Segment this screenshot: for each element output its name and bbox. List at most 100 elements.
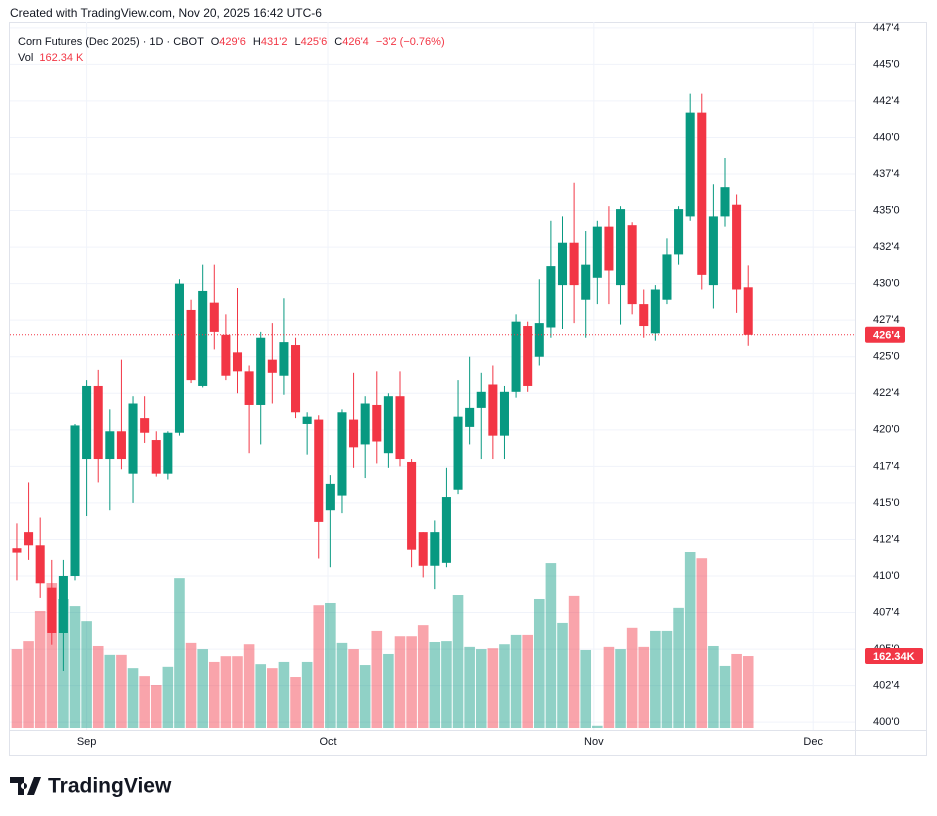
candle-body (557, 242, 568, 286)
candle-body (383, 396, 393, 454)
volume-bar (708, 645, 719, 728)
volume-bar (220, 656, 232, 728)
candle-body (337, 412, 347, 496)
volume-bar (626, 627, 638, 728)
volume-bar (742, 656, 754, 728)
volume-bar (545, 563, 557, 728)
volume-bar (557, 622, 568, 728)
volume-bar (46, 583, 58, 728)
candle-body (476, 391, 486, 408)
legend-change: −3'2 (−0.76%) (376, 36, 445, 48)
candle-body (523, 326, 533, 386)
x-tick-label: Dec (803, 736, 823, 748)
volume-bar (383, 653, 394, 728)
candle-body (732, 204, 742, 290)
volume-bar (719, 665, 731, 728)
candle-body (244, 371, 254, 405)
candle-body (662, 254, 672, 300)
candle-body (372, 404, 382, 442)
volume-bar (371, 630, 383, 728)
candle-body (430, 532, 440, 566)
legend-value: 431'2 (261, 36, 288, 48)
legend-key: C (334, 36, 342, 48)
brand-name: TradingView (48, 775, 172, 798)
candle-body (93, 385, 103, 460)
candle-body (174, 283, 184, 433)
candle-body (267, 359, 277, 373)
candle-body (116, 431, 126, 460)
x-tick-label: Nov (584, 736, 604, 748)
candle-body (151, 440, 161, 474)
y-tick-label: 422'4 (873, 387, 900, 399)
grid (10, 22, 855, 730)
volume-bar (23, 641, 34, 728)
volume-bar (278, 661, 290, 728)
y-tick-label: 402'4 (873, 680, 900, 692)
volume-bar (429, 641, 441, 728)
volume-legend-name: Vol (18, 52, 33, 64)
volume-bar (150, 684, 162, 728)
volume-bar (499, 644, 510, 728)
volume-bar (406, 636, 417, 728)
legend-key: H (253, 36, 261, 48)
volume-bar (464, 646, 475, 728)
volume-bar (731, 653, 742, 728)
y-tick-label: 445'0 (873, 58, 900, 70)
volume-bar (348, 649, 359, 728)
candle-body (650, 289, 660, 334)
candle-body (291, 345, 301, 413)
volume-bar (452, 595, 464, 728)
volume-bar (441, 641, 452, 728)
candle-body (511, 321, 521, 392)
candle-body (209, 302, 219, 332)
candle-body (616, 209, 626, 286)
y-tick-label: 407'4 (873, 606, 900, 618)
legend-value: 425'6 (301, 36, 328, 48)
candle-body (128, 403, 138, 474)
brand-logo: TradingView (10, 775, 172, 798)
candle-body (697, 112, 707, 275)
candle-body (360, 403, 370, 445)
candle-body (35, 545, 45, 584)
volume-bar (11, 649, 23, 728)
volume-bar (533, 598, 545, 728)
volume-bar (650, 630, 661, 728)
volume-bar (522, 634, 533, 728)
candle-body (604, 226, 614, 271)
y-tick-label: 432'4 (873, 241, 900, 253)
candle-body (198, 290, 208, 386)
volume-bar (592, 725, 603, 728)
candle-body (82, 385, 92, 460)
volume-bar (510, 634, 522, 728)
volume-bar (208, 661, 220, 728)
candle-body (325, 483, 335, 511)
candle-body (592, 226, 602, 278)
candle-body (534, 323, 544, 357)
volume-bar (394, 636, 406, 728)
candle-body (685, 112, 695, 217)
y-tick-label: 430'0 (873, 278, 900, 290)
volume-bar (487, 648, 499, 728)
volume-bar (185, 642, 197, 728)
legend-line: Corn Futures (Dec 2025) · 1D · CBOT O429… (18, 36, 445, 48)
candle-body (279, 342, 289, 376)
volume-bar (696, 558, 708, 728)
legend-key: O (211, 36, 220, 48)
chart-frame (9, 22, 927, 756)
volume-bar (127, 668, 139, 728)
y-tick-label: 442'4 (873, 95, 900, 107)
y-tick-label: 427'4 (873, 314, 900, 326)
candle-body (569, 242, 579, 286)
candle-body (674, 209, 684, 255)
volume-bar (243, 644, 255, 728)
volume-bar (267, 668, 278, 728)
y-tick-label: 435'0 (873, 204, 900, 216)
last-price-tag: 426'4 (873, 330, 901, 342)
volume-layer (11, 552, 754, 728)
volume-bar (232, 656, 243, 728)
candle-body (140, 418, 150, 433)
candle-body (58, 575, 68, 633)
candle-body (581, 264, 591, 300)
volume-bar (336, 642, 348, 728)
candle-body (465, 407, 475, 427)
